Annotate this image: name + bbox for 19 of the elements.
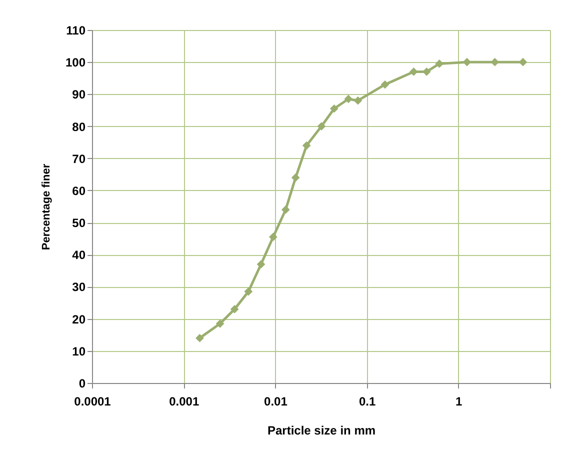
y-tick-label: 110 [66,24,86,38]
x-tick-label: 1 [456,394,463,408]
y-tick-label: 100 [65,56,86,70]
y-tick-label: 80 [72,120,86,134]
y-tick-label: 0 [78,376,86,390]
y-axis-title: Percentage finer [40,163,52,250]
y-tick-label: 50 [72,216,86,230]
y-tick-label: 70 [72,152,86,166]
y-tick-label: 40 [72,248,86,262]
y-tick-label: 10 [72,344,86,358]
y-tick-label: 90 [72,88,86,102]
x-axis-title: Particle size in mm [267,424,376,438]
x-tick-label: 0.0001 [74,394,112,408]
x-tick-label: 0.001 [169,394,200,408]
y-tick-label: 60 [72,184,86,198]
x-tick-label: 0.01 [264,394,288,408]
y-tick-label: 20 [72,312,86,326]
x-tick-label: 0.1 [358,394,376,408]
y-tick-label: 30 [72,280,86,294]
